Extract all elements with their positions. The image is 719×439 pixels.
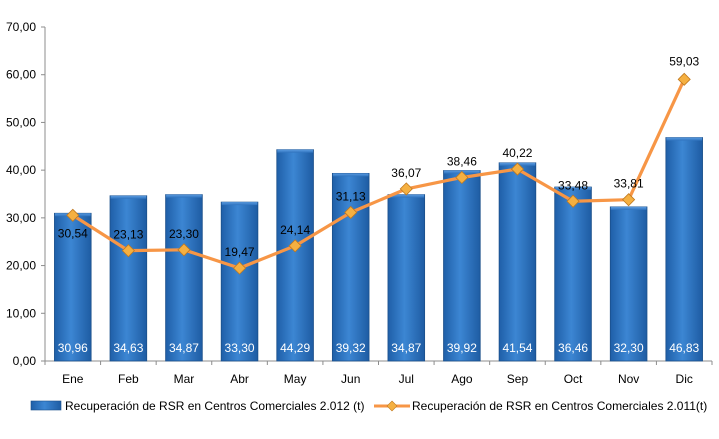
bar bbox=[276, 149, 314, 362]
y-tick-label: 60,00 bbox=[6, 68, 36, 82]
x-tick-label: Ago bbox=[451, 372, 473, 386]
bar-value-label: 34,63 bbox=[113, 341, 143, 355]
bar bbox=[220, 201, 259, 362]
line-value-label: 40,22 bbox=[502, 146, 532, 160]
x-tick-label: Abr bbox=[230, 372, 249, 386]
bar-value-label: 30,96 bbox=[58, 341, 88, 355]
bar-top-highlight bbox=[110, 195, 147, 199]
legend: Recuperación de RSR en Centros Comercial… bbox=[30, 399, 707, 413]
bar-value-label: 44,29 bbox=[280, 341, 310, 355]
line-point bbox=[455, 170, 469, 185]
axes: 0,00 10,00 20,00 30,00 40,00 50,00 60,00 70,00 E… bbox=[6, 20, 713, 386]
x-tick-label: May bbox=[284, 372, 307, 386]
legend-label-line: Recuperación de RSR en Centros Comercial… bbox=[412, 399, 707, 413]
x-tick-label: Feb bbox=[118, 372, 139, 386]
line-point bbox=[399, 182, 413, 196]
x-tick-label: Mar bbox=[174, 372, 195, 386]
y-tick-label: 0,00 bbox=[13, 354, 37, 368]
line-value-label: 38,46 bbox=[447, 154, 477, 168]
line-series bbox=[66, 72, 691, 275]
line-point bbox=[288, 239, 302, 253]
bar bbox=[443, 170, 481, 362]
legend-label-bars: Recuperación de RSR en Centros Comercial… bbox=[65, 399, 364, 413]
line-value-label: 36,07 bbox=[391, 166, 421, 180]
y-tick-label: 20,00 bbox=[6, 259, 36, 273]
bar-top-highlight bbox=[332, 173, 369, 177]
y-tick-label: 30,00 bbox=[6, 211, 36, 225]
bar-value-label: 39,92 bbox=[447, 341, 477, 355]
bar-top-highlight bbox=[277, 149, 313, 153]
line-point bbox=[622, 193, 636, 207]
data-labels: 30,96 34,63 34,87 33,30 44,29 39,32 34,87 39,92… bbox=[58, 54, 700, 355]
bar-value-label: 41,54 bbox=[502, 341, 532, 355]
line-point bbox=[121, 244, 135, 258]
bar-top-highlight bbox=[166, 194, 202, 198]
line-value-label: 31,13 bbox=[336, 189, 366, 203]
line-value-label: 30,54 bbox=[58, 226, 88, 240]
bar bbox=[109, 195, 148, 362]
x-tick-label: Ene bbox=[62, 372, 84, 386]
bar bbox=[609, 206, 648, 362]
line-path bbox=[71, 78, 686, 270]
bar bbox=[387, 194, 426, 362]
line-point bbox=[232, 261, 247, 275]
bar-value-label: 36,46 bbox=[558, 341, 588, 355]
y-tick-label: 70,00 bbox=[6, 20, 36, 34]
line-point bbox=[677, 72, 691, 86]
bar-top-highlight bbox=[555, 187, 591, 191]
line-value-label: 33,48 bbox=[558, 178, 588, 192]
x-tick-label: Jun bbox=[341, 372, 360, 386]
bar-value-label: 46,83 bbox=[669, 341, 699, 355]
line-value-label: 59,03 bbox=[669, 54, 699, 68]
line-point bbox=[344, 205, 358, 220]
line-point bbox=[510, 162, 525, 176]
x-tick-label: Jul bbox=[399, 372, 414, 386]
bar-value-label: 33,30 bbox=[225, 341, 255, 355]
legend-swatch-marker bbox=[386, 400, 398, 412]
line-point bbox=[566, 194, 580, 208]
x-tick-label: Oct bbox=[564, 372, 583, 386]
bar-value-label: 32,30 bbox=[614, 341, 644, 355]
line-value-label: 24,14 bbox=[280, 223, 310, 237]
line-value-label: 23,13 bbox=[113, 228, 143, 242]
bar bbox=[665, 137, 703, 362]
y-tick-label: 10,00 bbox=[6, 306, 36, 320]
bar-value-label: 39,32 bbox=[336, 341, 366, 355]
bar bbox=[165, 194, 203, 362]
y-tick-label: 50,00 bbox=[6, 115, 36, 129]
line-value-label: 33,81 bbox=[614, 177, 644, 191]
bar-value-label: 34,87 bbox=[169, 341, 199, 355]
x-tick-label: Dic bbox=[676, 372, 693, 386]
x-tick-label: Sep bbox=[507, 372, 529, 386]
line-point bbox=[66, 208, 80, 222]
bar bbox=[554, 186, 592, 362]
bar bbox=[498, 162, 537, 362]
bar-top-highlight bbox=[666, 137, 703, 141]
legend-swatch-bars bbox=[30, 400, 62, 411]
bar-value-label: 34,87 bbox=[391, 341, 421, 355]
bar-top-highlight bbox=[221, 202, 258, 206]
bar-top-highlight bbox=[610, 206, 647, 210]
line-value-label: 19,47 bbox=[225, 245, 255, 259]
x-tick-label: Nov bbox=[618, 372, 639, 386]
line-value-label: 23,30 bbox=[169, 227, 199, 241]
bar-series bbox=[54, 137, 703, 362]
bar-top-highlight bbox=[388, 194, 425, 198]
y-tick-label: 40,00 bbox=[6, 163, 36, 177]
line-point bbox=[177, 243, 191, 257]
